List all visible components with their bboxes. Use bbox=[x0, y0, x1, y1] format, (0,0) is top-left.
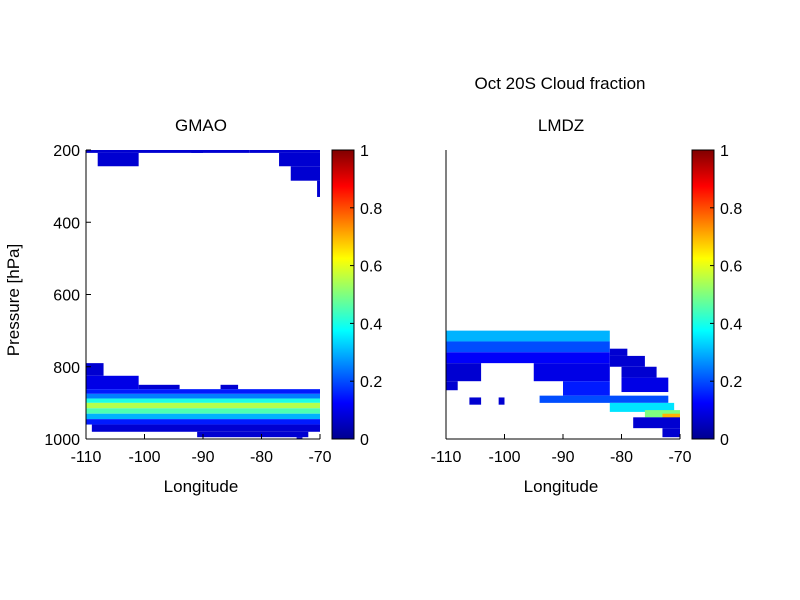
heatmap-cell bbox=[220, 384, 239, 390]
y-tick-label: 1000 bbox=[44, 432, 80, 449]
colorbar-tick-label: 1 bbox=[360, 143, 369, 160]
colorbar-tick-label: 0 bbox=[360, 432, 369, 449]
x-tick-label: -100 bbox=[128, 449, 160, 466]
heatmap-cell bbox=[279, 152, 320, 167]
colorbar-gmao bbox=[331, 149, 355, 440]
colorbar-tick-label: 0.6 bbox=[720, 259, 742, 276]
heatmap-cell bbox=[446, 381, 458, 391]
x-axis-label-gmao: Longitude bbox=[164, 477, 239, 496]
heatmap-cell bbox=[86, 419, 320, 425]
heatmap-cell bbox=[138, 384, 180, 390]
heatmap-cell bbox=[86, 393, 320, 399]
y-axis-label-gmao: Pressure [hPa] bbox=[4, 244, 23, 356]
x-tick-label: -90 bbox=[191, 449, 214, 466]
heatmap-cell bbox=[317, 180, 320, 197]
heatmap-cell bbox=[446, 341, 610, 353]
y-ticks-gmao: 200 400 600 800 1000 bbox=[44, 143, 91, 449]
heatmap-cell bbox=[86, 398, 320, 403]
heatmap-cell bbox=[86, 389, 320, 394]
heatmap-cell bbox=[86, 375, 139, 390]
colorbar-tick-label: 0.6 bbox=[360, 259, 382, 276]
chart-title-gmao: GMAO bbox=[175, 116, 227, 135]
x-tick-label: -80 bbox=[610, 449, 633, 466]
y-tick-label: 600 bbox=[53, 288, 80, 305]
heatmap-cell bbox=[446, 363, 482, 382]
heatmap-cell bbox=[197, 431, 309, 438]
x-tick-label: -90 bbox=[551, 449, 574, 466]
heatmap-cell bbox=[662, 413, 680, 420]
heatmap-cells-gmao bbox=[86, 150, 320, 439]
heatmap-cell bbox=[633, 417, 680, 429]
heatmap-cell bbox=[609, 355, 645, 367]
heatmap-cell bbox=[498, 397, 505, 405]
colorbar-tick-label: 0.4 bbox=[720, 316, 742, 333]
y-tick-label: 400 bbox=[53, 215, 80, 232]
x-tick-label: -100 bbox=[488, 449, 520, 466]
y-tick-label: 200 bbox=[53, 143, 80, 160]
colorbar-tick-label: 0.8 bbox=[720, 201, 742, 218]
heatmap-cell bbox=[290, 166, 320, 181]
panel-gmao: GMAO -110 -100 -90 -80 -70 2004006008001000 … bbox=[4, 116, 382, 496]
colorbar-tick-label: 0.8 bbox=[360, 201, 382, 218]
heatmap-cell bbox=[563, 381, 610, 396]
colorbar-tick-label: 0 bbox=[720, 432, 729, 449]
colorbar-tick-label: 1 bbox=[720, 143, 729, 160]
x-tick-label: -70 bbox=[308, 449, 331, 466]
heatmap-cell bbox=[662, 428, 680, 438]
colorbar-lmdz bbox=[691, 149, 715, 440]
heatmap-cell bbox=[446, 330, 610, 342]
heatmap-cell bbox=[191, 150, 203, 153]
heatmap-cell bbox=[621, 366, 657, 378]
heatmap-cell bbox=[86, 413, 320, 420]
x-tick-label: -70 bbox=[668, 449, 691, 466]
figure-title: Oct 20S Cloud fraction bbox=[474, 74, 645, 93]
colorbar-tick-label: 0.4 bbox=[360, 316, 382, 333]
x-tick-label: -110 bbox=[431, 449, 462, 466]
x-ticks-lmdz: -110 -100 -90 -80 -70 bbox=[431, 434, 692, 466]
y-tick-label: 800 bbox=[53, 360, 80, 377]
panel-lmdz: LMDZ -110 -100 -90 -80 -70 Longitude 0 0.2 0.4… bbox=[431, 116, 743, 496]
colorbar-tick-label: 0.2 bbox=[720, 374, 742, 391]
heatmap-cell bbox=[86, 363, 104, 376]
heatmap-cell bbox=[469, 397, 482, 405]
heatmap-cell bbox=[621, 377, 669, 393]
heatmap-cell bbox=[533, 363, 610, 382]
colorbar-tick-label: 0.2 bbox=[360, 374, 382, 391]
colorbar-ticks-lmdz: 0 0.2 0.4 0.6 0.8 1 bbox=[710, 143, 742, 449]
heatmap-cells-lmdz bbox=[446, 330, 680, 438]
heatmap-cell bbox=[86, 150, 250, 153]
heatmap-cell bbox=[249, 150, 320, 153]
x-tick-label: -80 bbox=[250, 449, 273, 466]
x-tick-label: -110 bbox=[71, 449, 102, 466]
heatmap-cell bbox=[97, 152, 139, 167]
heatmap-cell bbox=[91, 424, 320, 432]
colorbar-ticks-gmao: 0 0.2 0.4 0.6 0.8 1 bbox=[350, 143, 382, 449]
heatmap-cell bbox=[539, 395, 669, 403]
heatmap-cell bbox=[86, 402, 320, 409]
x-axis-label-lmdz: Longitude bbox=[524, 477, 599, 496]
heatmap-cell bbox=[86, 408, 320, 414]
heatmap-cell bbox=[609, 348, 628, 356]
heatmap-cell bbox=[296, 437, 303, 439]
heatmap-cell bbox=[446, 352, 610, 364]
x-ticks-gmao: -110 -100 -90 -80 -70 bbox=[71, 434, 332, 466]
heatmap-cell bbox=[609, 402, 675, 412]
chart-title-lmdz: LMDZ bbox=[538, 116, 584, 135]
